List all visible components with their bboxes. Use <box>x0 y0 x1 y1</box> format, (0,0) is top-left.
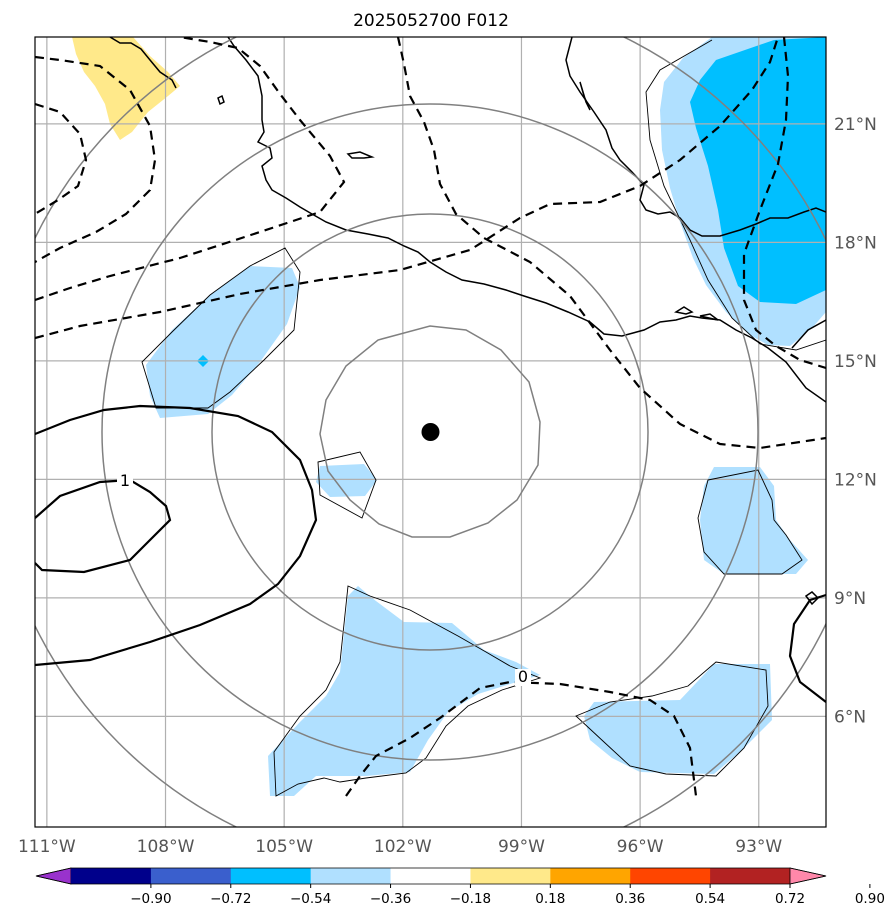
colorbar-tick-label: 0.18 <box>535 891 565 907</box>
y-tick-label: 12°N <box>834 470 877 490</box>
contour-lines <box>35 404 826 703</box>
colorbar-tick-label: −0.18 <box>450 891 491 907</box>
range-ring <box>101 103 759 761</box>
contour-label: 0 <box>518 667 528 686</box>
map-area: 10 <box>35 37 826 827</box>
colorbar-segment <box>71 868 152 884</box>
x-tick-label: 105°W <box>255 837 313 857</box>
x-tick-label: 102°W <box>374 837 432 857</box>
thin-contour-outlines <box>141 39 826 797</box>
x-tick-label: 108°W <box>137 837 195 857</box>
negative-anomaly-patch <box>268 586 540 796</box>
storm-center-marker <box>421 423 440 441</box>
coastline <box>109 37 826 606</box>
y-tick-label: 15°N <box>834 352 877 372</box>
y-tick-label: 21°N <box>834 115 877 135</box>
x-tick-label: 96°W <box>617 837 664 857</box>
graticule <box>35 37 826 827</box>
colorbar-tick-label: 0.36 <box>615 891 645 907</box>
colorbar-segment <box>710 868 791 884</box>
x-axis-tick-labels: 111°W 108°W 105°W 102°W 99°W 96°W 93°W <box>18 837 782 857</box>
dashed-contour-lines <box>35 37 826 797</box>
range-ring <box>319 325 541 538</box>
negative-anomaly-patch <box>584 664 772 774</box>
contour-solid <box>35 404 318 667</box>
x-tick-label: 93°W <box>735 837 782 857</box>
contour-label-bg <box>515 669 531 686</box>
colorbar-tick-label: 0.90 <box>855 891 885 907</box>
colorbar-tick-label: −0.90 <box>130 891 171 907</box>
colorbar: −0.90 −0.72 −0.54 −0.36 −0.18 0.18 0.36 0.54 0.7… <box>35 867 885 907</box>
colorbar-tick-label: −0.72 <box>210 891 251 907</box>
colorbar-extend-high <box>789 867 827 885</box>
contour-label-bg <box>117 473 133 490</box>
y-axis-tick-labels: 6°N 9°N 12°N 15°N 18°N 21°N <box>834 115 877 728</box>
positive-anomaly-patch <box>72 37 180 140</box>
x-tick-label: 99°W <box>498 837 545 857</box>
colorbar-segment <box>230 868 312 884</box>
colorbar-tick-label: 0.54 <box>695 891 725 907</box>
colorbar-segment <box>470 868 551 884</box>
contour-dashed-0 <box>345 680 698 797</box>
negative-anomaly-patch <box>700 467 808 574</box>
colorbar-segment <box>150 868 232 884</box>
map-frame <box>34 36 827 828</box>
colorbar-segment <box>390 868 471 884</box>
colorbar-tick-label: −0.36 <box>370 891 411 907</box>
shaded-anomaly-fields <box>72 37 826 796</box>
colorbar-segment <box>630 868 711 884</box>
colorbar-segment <box>550 868 631 884</box>
y-tick-label: 9°N <box>834 589 866 609</box>
contour-solid <box>788 593 826 703</box>
contour-solid-1 <box>35 478 172 574</box>
range-ring <box>211 213 649 651</box>
chart-title: 2025052700 F012 <box>353 11 509 31</box>
colorbar-extend-low <box>35 867 72 885</box>
colorbar-tick-label: 0.72 <box>775 891 805 907</box>
colorbar-segment <box>310 868 392 884</box>
negative-anomaly-patch <box>146 266 300 418</box>
x-tick-label: 111°W <box>18 837 76 857</box>
contour-label: 1 <box>120 471 130 490</box>
negative-anomaly-patch <box>316 464 377 497</box>
y-tick-label: 6°N <box>834 707 866 727</box>
range-rings <box>35 37 826 827</box>
colorbar-outline <box>35 867 827 885</box>
colorbar-tick-label: −0.54 <box>290 891 331 907</box>
y-tick-label: 18°N <box>834 233 877 253</box>
contour-labels: 10 <box>117 471 531 686</box>
